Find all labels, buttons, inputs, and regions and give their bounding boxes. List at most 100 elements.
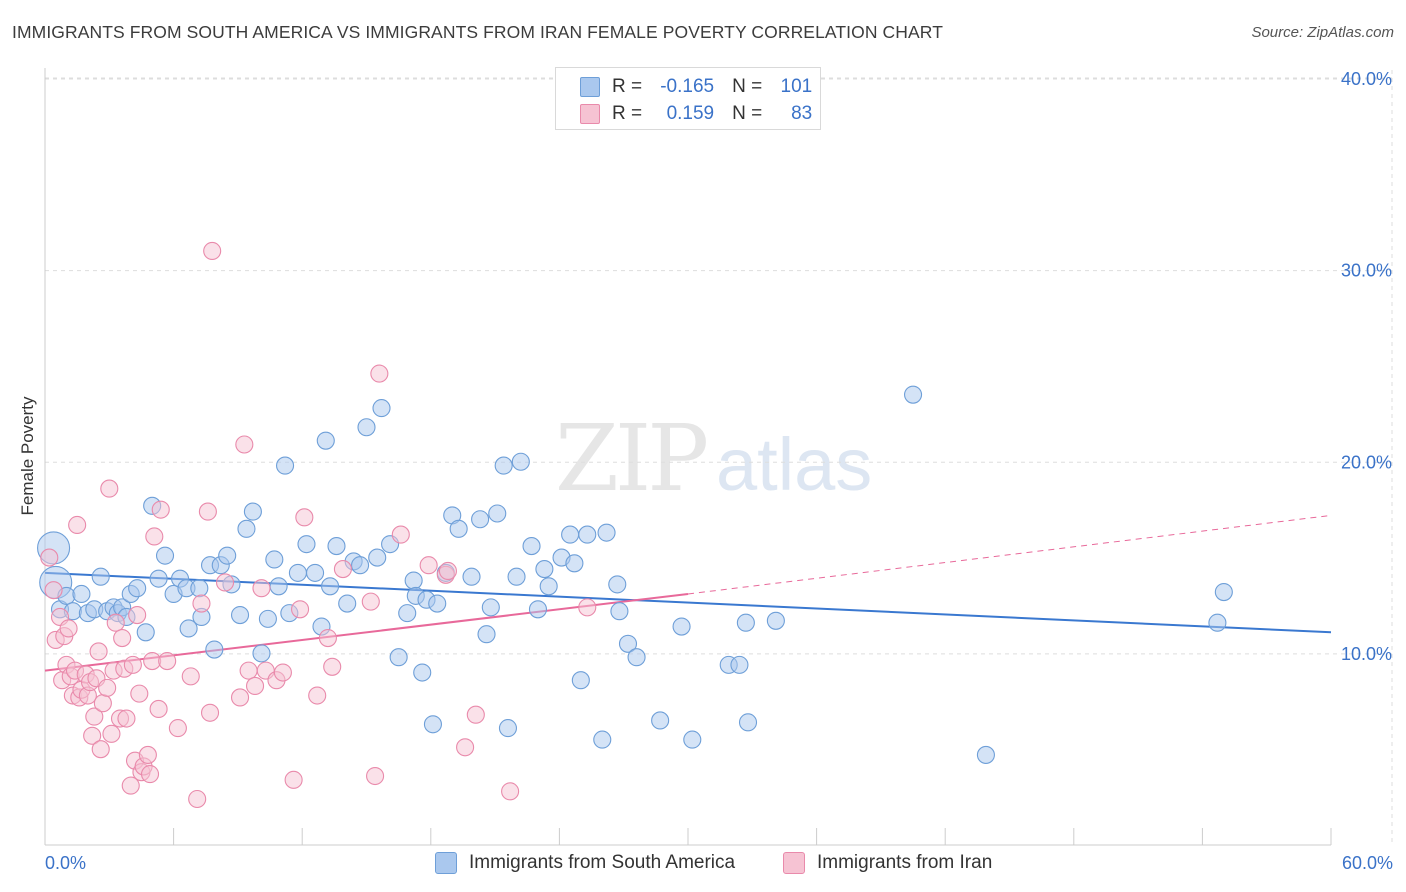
point-iran bbox=[245, 676, 265, 696]
point-south-america bbox=[672, 617, 691, 636]
point-iran bbox=[419, 556, 438, 575]
point-iran bbox=[235, 435, 254, 454]
point-south-america bbox=[205, 640, 224, 659]
legend-n-value: 101 bbox=[780, 76, 813, 97]
point-iran bbox=[123, 655, 142, 674]
point-iran bbox=[138, 745, 157, 764]
point-iran bbox=[308, 686, 327, 705]
point-south-america bbox=[608, 575, 627, 594]
point-south-america bbox=[683, 730, 702, 749]
watermark-atlas: atlas bbox=[716, 423, 873, 506]
x-tick-label: 0.0% bbox=[45, 853, 86, 873]
point-iran bbox=[89, 642, 108, 661]
point-iran bbox=[40, 548, 59, 567]
point-south-america bbox=[404, 571, 423, 590]
point-south-america bbox=[730, 655, 749, 674]
point-iran bbox=[98, 678, 117, 697]
point-iran bbox=[44, 581, 63, 600]
point-south-america bbox=[511, 452, 530, 471]
point-south-america bbox=[561, 525, 580, 544]
point-south-america bbox=[218, 546, 237, 565]
point-south-america bbox=[389, 648, 408, 667]
trend-lines bbox=[44, 514, 1332, 672]
point-south-america bbox=[423, 715, 442, 734]
point-iran bbox=[391, 525, 410, 544]
point-south-america bbox=[149, 569, 168, 588]
point-south-america bbox=[327, 537, 346, 556]
point-south-america bbox=[155, 546, 175, 565]
point-south-america bbox=[398, 604, 417, 623]
point-iran bbox=[284, 770, 303, 789]
legend-swatch-pink bbox=[580, 104, 600, 124]
point-south-america bbox=[736, 613, 755, 632]
point-iran bbox=[438, 561, 457, 581]
point-iran bbox=[323, 657, 342, 676]
point-south-america bbox=[498, 719, 518, 738]
point-iran bbox=[239, 661, 258, 680]
point-south-america bbox=[593, 730, 612, 749]
point-iran bbox=[252, 579, 271, 598]
point-south-america bbox=[428, 594, 447, 613]
y-tick-label: 30.0% bbox=[1341, 261, 1392, 281]
point-iran bbox=[295, 508, 314, 527]
legend-swatch-blue bbox=[580, 77, 600, 97]
point-south-america bbox=[321, 577, 340, 596]
gridlines bbox=[45, 70, 1393, 845]
point-south-america bbox=[462, 567, 481, 586]
point-iran bbox=[366, 766, 385, 786]
watermark-zip: ZIP bbox=[555, 405, 709, 512]
point-south-america bbox=[258, 609, 277, 628]
point-iran bbox=[143, 651, 162, 671]
point-iran bbox=[273, 663, 292, 682]
point-south-america bbox=[72, 584, 91, 604]
legend-r-value: -0.165 bbox=[660, 76, 715, 97]
point-iran bbox=[370, 364, 389, 383]
point-iran bbox=[130, 684, 149, 703]
point-iran bbox=[215, 573, 235, 592]
y-tick-label: 10.0% bbox=[1341, 644, 1392, 664]
legend-r-label: R = bbox=[612, 103, 643, 124]
point-south-america bbox=[357, 418, 376, 437]
point-iran bbox=[68, 515, 87, 535]
point-south-america bbox=[618, 634, 638, 653]
point-iran bbox=[188, 789, 207, 809]
point-iran bbox=[149, 699, 168, 718]
legend-r-value: 0.159 bbox=[666, 103, 715, 124]
point-iran bbox=[578, 598, 597, 617]
y-tick-label: 20.0% bbox=[1341, 452, 1392, 472]
point-iran bbox=[140, 765, 160, 784]
point-south-america bbox=[528, 600, 548, 619]
point-south-america bbox=[1208, 613, 1227, 632]
point-iran bbox=[466, 705, 485, 724]
point-south-america bbox=[1214, 583, 1233, 602]
point-iran bbox=[83, 726, 102, 745]
point-south-america bbox=[288, 563, 307, 582]
point-south-america bbox=[738, 713, 758, 732]
point-iran bbox=[117, 709, 136, 728]
legend-row-iran: R = 0.159 N = 83 bbox=[580, 102, 812, 126]
legend-r-label: R = bbox=[612, 76, 643, 97]
point-south-america bbox=[494, 456, 513, 475]
point-iran bbox=[59, 619, 78, 638]
point-south-america bbox=[578, 525, 597, 544]
tick-labels: 10.0% 20.0% 30.0% 40.0% 0.0% 60.0% bbox=[45, 69, 1393, 873]
point-south-america bbox=[766, 611, 785, 630]
point-south-america bbox=[610, 602, 629, 621]
point-south-america bbox=[243, 502, 262, 521]
point-iran bbox=[200, 703, 220, 722]
point-south-america bbox=[522, 537, 541, 556]
point-south-america bbox=[372, 399, 391, 418]
data-points bbox=[37, 241, 1233, 809]
point-south-america bbox=[297, 535, 316, 554]
legend-row-south-america: R = -0.165 N = 101 bbox=[580, 75, 812, 99]
point-iran bbox=[361, 592, 380, 611]
point-south-america bbox=[477, 625, 496, 644]
point-south-america bbox=[306, 563, 325, 582]
chart-title: IMMIGRANTS FROM SOUTH AMERICA VS IMMIGRA… bbox=[12, 22, 944, 42]
point-south-america bbox=[571, 671, 590, 690]
bottom-legend-iran: Immigrants from Iran bbox=[783, 852, 992, 874]
point-iran bbox=[106, 613, 125, 632]
point-iran bbox=[501, 782, 520, 801]
point-iran bbox=[85, 707, 104, 726]
